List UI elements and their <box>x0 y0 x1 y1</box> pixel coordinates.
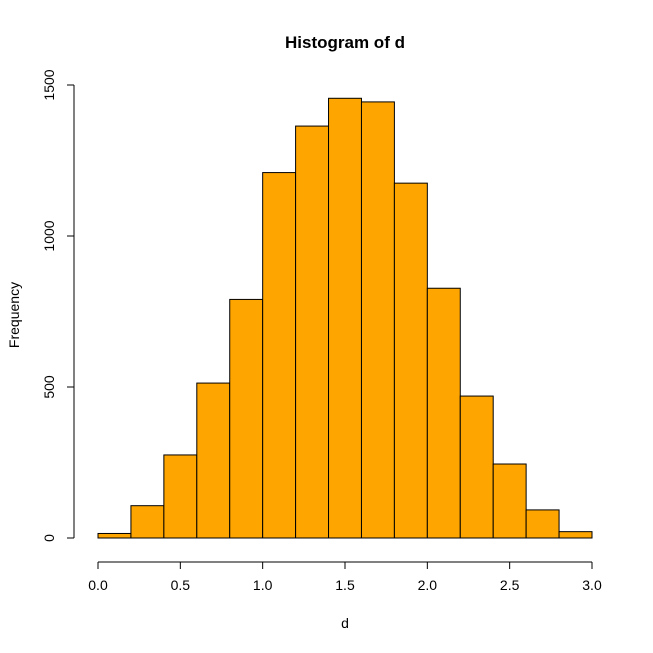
x-tick-label: 0.5 <box>171 577 191 593</box>
x-tick-label: 2.5 <box>500 577 520 593</box>
histogram-bar-14 <box>558 531 593 539</box>
histogram-bar-11 <box>459 395 494 539</box>
y-axis-label: Frequency <box>6 282 22 348</box>
histogram-bar-0 <box>97 532 132 539</box>
y-tick-label: 1000 <box>41 220 57 251</box>
histogram-bar-6 <box>295 125 330 539</box>
y-axis: 0 500 1000 1500 <box>41 69 75 542</box>
x-tick-label: 2.0 <box>418 577 438 593</box>
x-tick-label: 3.0 <box>582 577 602 593</box>
histogram-bar-1 <box>130 505 165 539</box>
x-tick-label: 1.0 <box>253 577 273 593</box>
chart-title: Histogram of d <box>285 33 405 52</box>
histogram-bar-10 <box>426 287 461 539</box>
histogram-bar-12 <box>492 463 527 539</box>
histogram-bar-13 <box>525 509 560 539</box>
histogram-bar-7 <box>328 97 362 539</box>
x-tick-label: 1.5 <box>335 577 355 593</box>
x-tick-label: 0.0 <box>88 577 108 593</box>
histogram-bar-9 <box>393 182 428 539</box>
histogram-bar-4 <box>229 298 264 539</box>
histogram-bar-5 <box>262 172 297 539</box>
x-axis-label: d <box>341 615 349 631</box>
y-tick-label: 500 <box>41 375 57 399</box>
histogram-bar-3 <box>196 382 231 539</box>
x-axis: 0.0 0.5 1.0 1.5 2.0 2.5 3.0 <box>88 561 602 593</box>
histogram-bar-8 <box>360 101 395 539</box>
y-tick-label: 0 <box>41 534 57 542</box>
histogram-bar-2 <box>163 454 198 539</box>
y-tick-label: 1500 <box>41 69 57 100</box>
bars-group <box>97 97 593 539</box>
